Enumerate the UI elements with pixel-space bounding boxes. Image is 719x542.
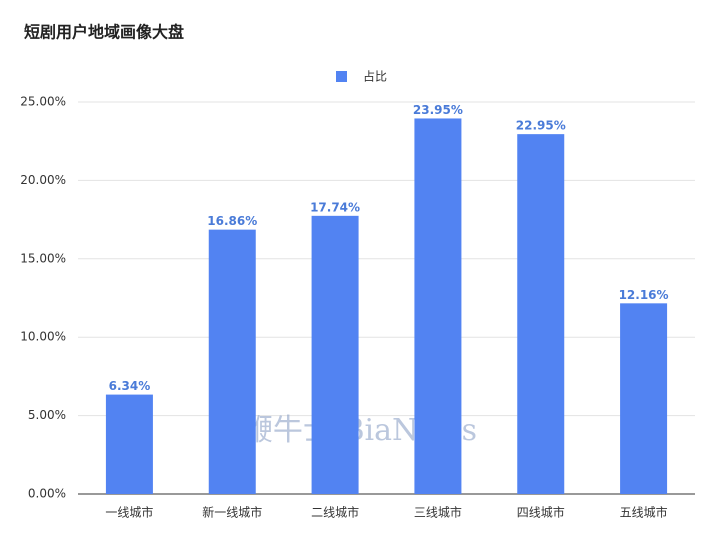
y-tick-label: 0.00% [28,487,66,501]
legend-label: 占比 [363,69,387,84]
y-tick-label: 5.00% [28,408,66,422]
bar [620,303,668,494]
data-label: 12.16% [619,288,669,302]
x-tick-label: 新一线城市 [202,505,262,520]
x-tick-label: 三线城市 [414,505,462,520]
data-label: 16.86% [207,214,257,228]
bar [311,215,359,495]
bar [517,134,565,495]
y-tick-label: 15.00% [20,251,66,265]
x-tick-label: 二线城市 [311,505,359,520]
x-tick-label: 一线城市 [105,505,153,520]
data-label: 22.95% [516,119,566,133]
chart-title: 短剧用户地域画像大盘 [24,23,184,42]
y-tick-label: 10.00% [20,330,66,344]
legend-swatch [336,71,347,82]
y-tick-label: 20.00% [20,173,66,187]
y-tick-label: 25.00% [20,95,66,109]
data-label: 23.95% [413,103,463,117]
x-tick-label: 四线城市 [517,505,565,520]
data-label: 6.34% [109,379,151,393]
bar [105,394,153,494]
bar [208,229,256,494]
bar [414,118,462,495]
x-tick-label: 五线城市 [620,505,668,520]
data-label: 17.74% [310,200,360,214]
